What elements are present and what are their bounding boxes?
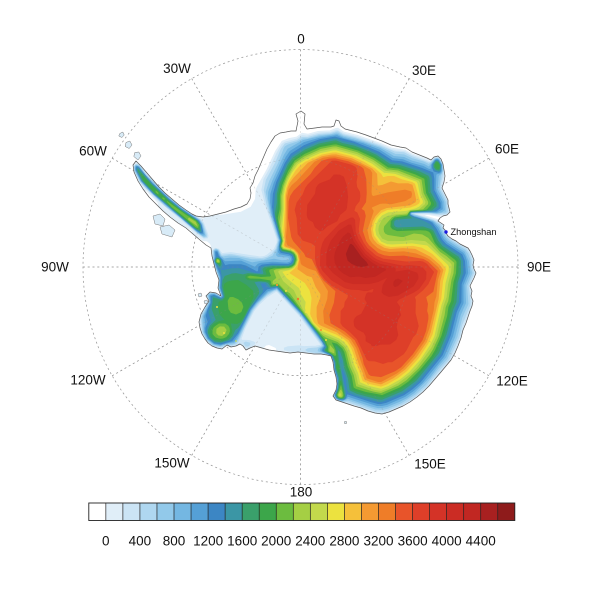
svg-text:180: 180 <box>290 485 313 500</box>
svg-text:4000: 4000 <box>432 534 462 549</box>
svg-text:30W: 30W <box>163 61 191 76</box>
svg-text:4400: 4400 <box>466 534 496 549</box>
svg-text:60W: 60W <box>79 144 107 159</box>
svg-text:120E: 120E <box>496 374 528 389</box>
svg-text:800: 800 <box>163 534 186 549</box>
svg-text:0: 0 <box>297 32 305 47</box>
svg-text:150E: 150E <box>414 457 446 472</box>
svg-text:90W: 90W <box>41 260 69 275</box>
svg-text:30E: 30E <box>412 63 436 78</box>
svg-text:120W: 120W <box>70 373 106 388</box>
svg-text:3600: 3600 <box>398 534 428 549</box>
svg-text:2800: 2800 <box>329 534 359 549</box>
svg-text:0: 0 <box>102 534 110 549</box>
svg-text:3200: 3200 <box>363 534 393 549</box>
svg-text:90E: 90E <box>527 260 551 275</box>
svg-text:2000: 2000 <box>261 534 291 549</box>
svg-text:60E: 60E <box>495 142 519 157</box>
svg-text:150W: 150W <box>154 456 190 471</box>
svg-text:2400: 2400 <box>295 534 325 549</box>
svg-text:1600: 1600 <box>227 534 257 549</box>
svg-text:1200: 1200 <box>193 534 223 549</box>
svg-text:Zhongshan: Zhongshan <box>451 227 497 237</box>
svg-text:400: 400 <box>129 534 152 549</box>
